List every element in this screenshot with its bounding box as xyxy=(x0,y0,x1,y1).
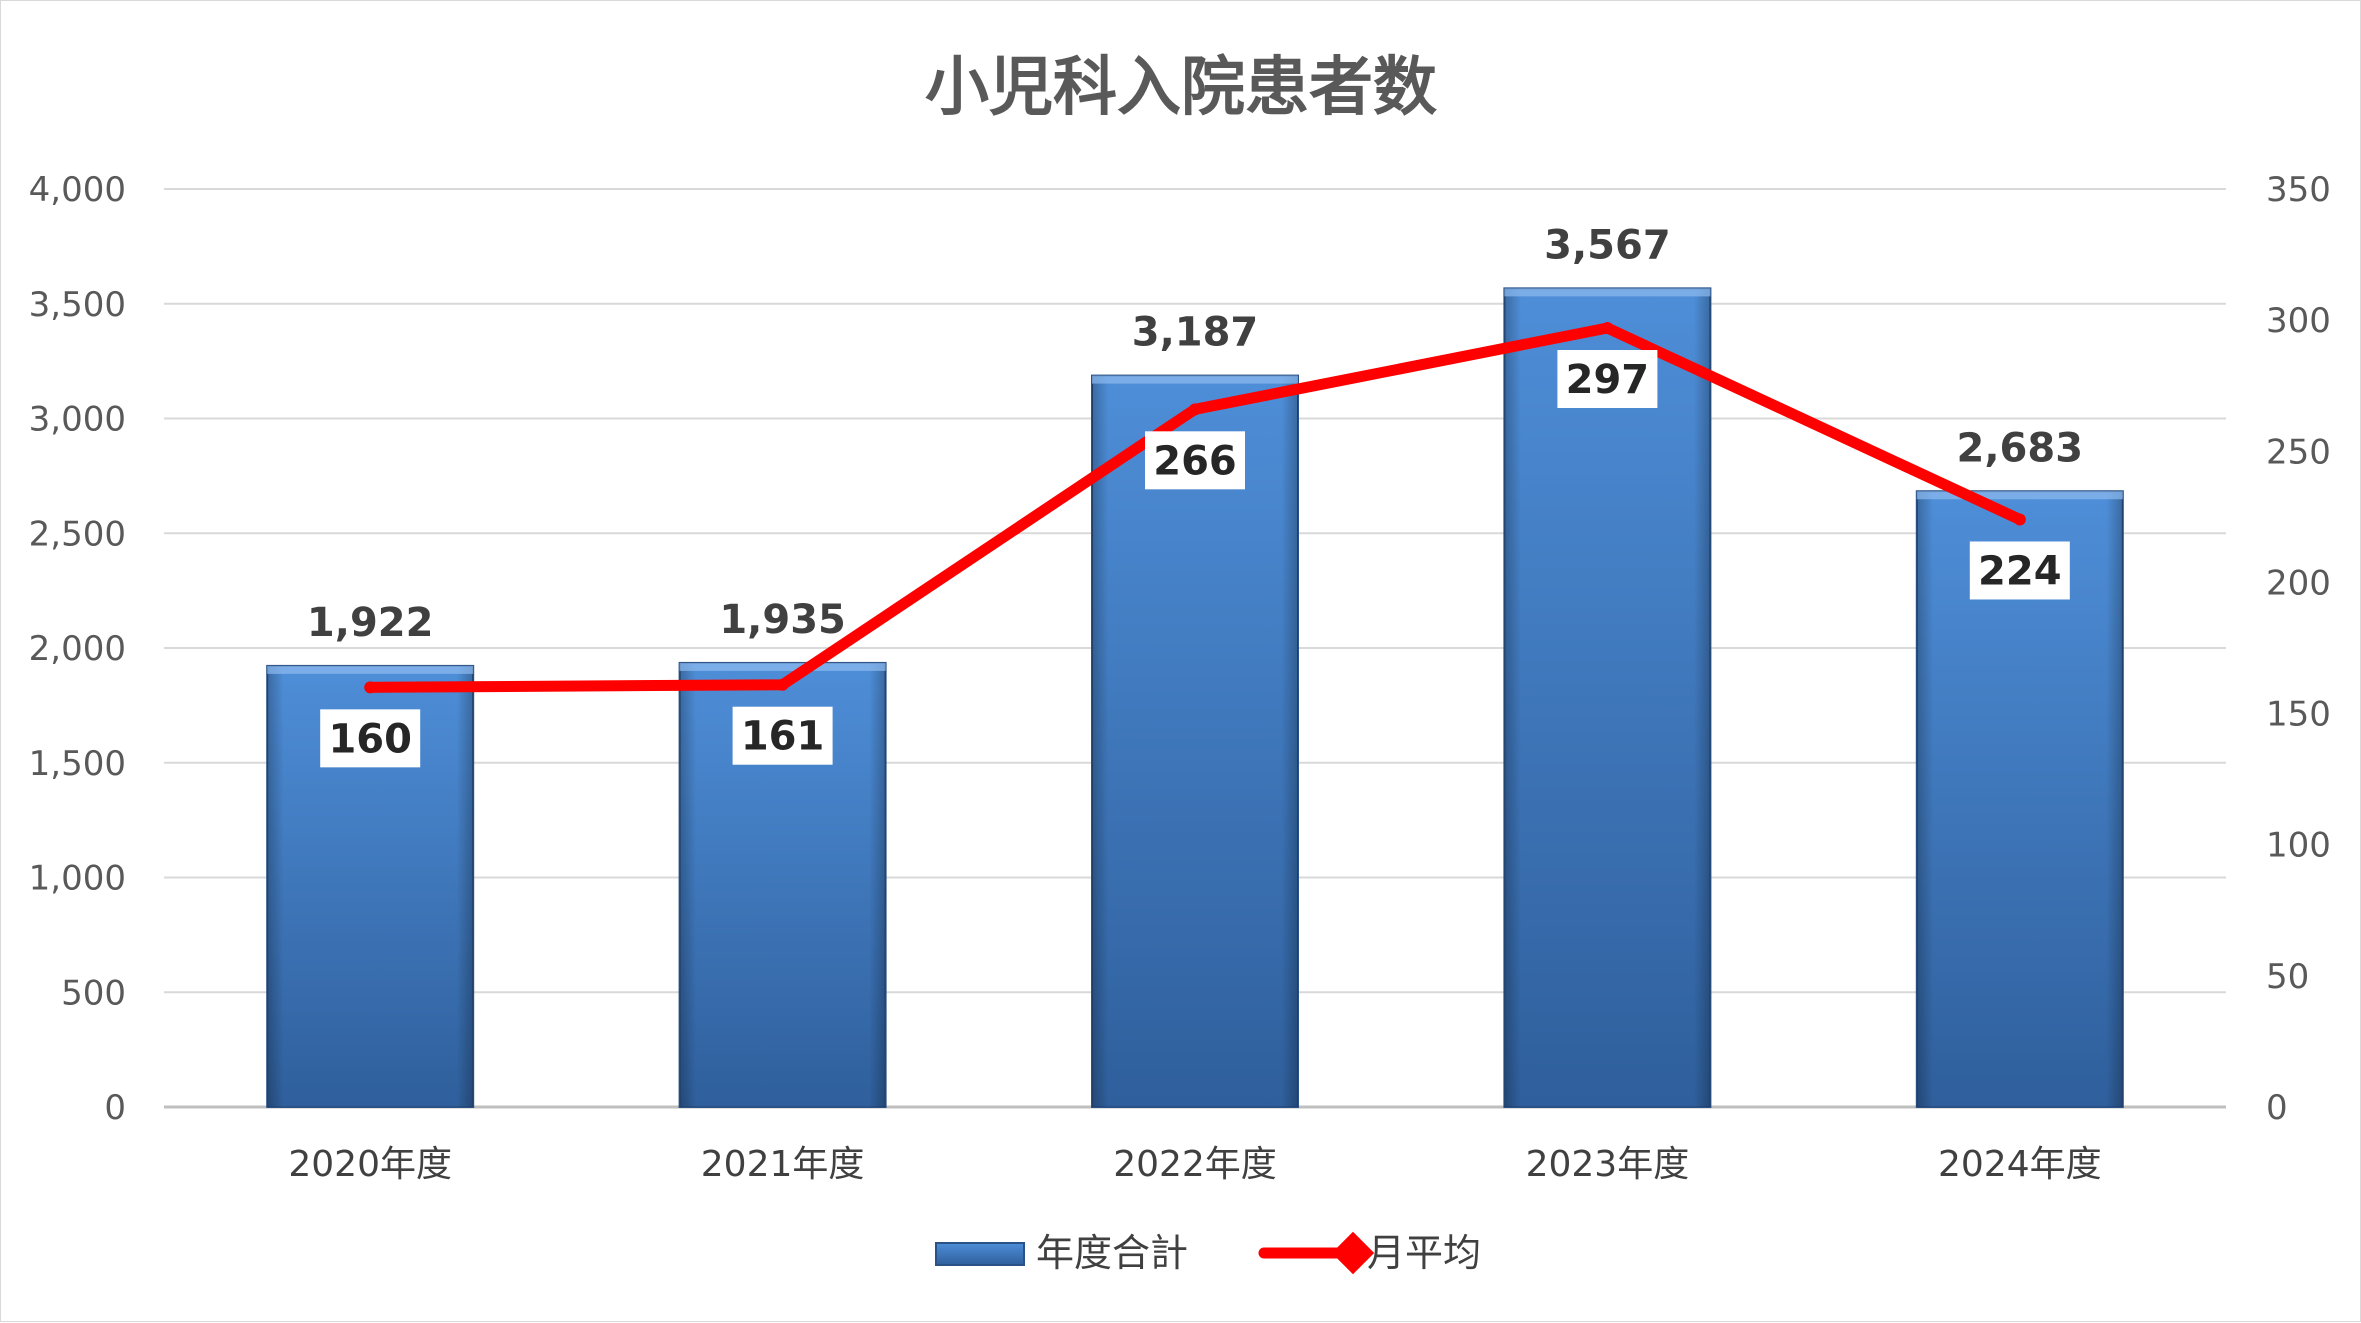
line-point xyxy=(364,681,377,694)
y2-tick-label: 0 xyxy=(2266,1088,2288,1128)
y-tick-label: 1,000 xyxy=(29,859,126,899)
line-label-box xyxy=(1969,541,2070,600)
line-value-label: 297 xyxy=(1566,357,1650,403)
bar-top-highlight xyxy=(1092,375,1298,384)
legend-label-line: 月平均 xyxy=(1367,1231,1481,1275)
y-tick-label: 2,000 xyxy=(29,629,126,669)
line-value-label: 224 xyxy=(1978,548,2062,594)
line-value-label: 266 xyxy=(1153,438,1237,484)
x-tick-label: 2024年度 xyxy=(1938,1144,2102,1185)
line-point xyxy=(2013,513,2026,526)
y2-tick-label: 200 xyxy=(2266,563,2331,603)
line-point xyxy=(1601,322,1614,335)
y2-tick-label: 350 xyxy=(2266,170,2331,210)
line-point xyxy=(1189,403,1201,416)
bar-shade xyxy=(1092,375,1298,1107)
bar-top-highlight xyxy=(267,665,474,674)
y-tick-label: 4,000 xyxy=(29,170,126,210)
bar-top-highlight xyxy=(679,662,886,671)
y-tick-label: 3,000 xyxy=(29,400,126,440)
y2-tick-label: 250 xyxy=(2266,432,2331,472)
y-tick-label: 1,500 xyxy=(29,744,126,784)
line-value-label: 161 xyxy=(741,714,825,760)
legend-label-bar: 年度合計 xyxy=(1036,1231,1188,1275)
bar-shade xyxy=(1504,288,1711,1107)
y2-tick-label: 50 xyxy=(2266,957,2309,997)
bar-top-highlight xyxy=(1504,288,1711,297)
line-label-box xyxy=(1145,431,1245,490)
y-tick-label: 0 xyxy=(104,1088,126,1128)
line-label-box xyxy=(732,706,833,765)
y-tick-label: 2,500 xyxy=(29,514,126,554)
y2-tick-label: 300 xyxy=(2266,301,2331,341)
y2-tick-label: 150 xyxy=(2266,695,2331,735)
x-tick-label: 2023年度 xyxy=(1526,1144,1690,1185)
bar-value-label: 2,683 xyxy=(1957,425,2084,471)
x-tick-label: 2020年度 xyxy=(288,1144,452,1185)
line-value-label: 160 xyxy=(328,716,412,762)
legend-diamond-marker xyxy=(1331,1231,1375,1275)
x-tick-label: 2021年度 xyxy=(701,1144,865,1185)
y-tick-label: 500 xyxy=(61,973,126,1013)
y2-tick-label: 100 xyxy=(2266,826,2331,866)
bar-value-label: 3,187 xyxy=(1132,310,1259,356)
bar-value-label: 3,567 xyxy=(1544,222,1671,268)
bar-top-highlight xyxy=(1916,491,2123,500)
x-tick-label: 2022年度 xyxy=(1113,1144,1277,1185)
chart-title: 小児科入院患者数 xyxy=(925,51,1437,125)
bar-value-label: 1,922 xyxy=(307,600,434,646)
y-tick-label: 3,500 xyxy=(29,285,126,325)
bar-value-label: 1,935 xyxy=(719,597,846,643)
line-point xyxy=(776,678,789,691)
legend-bar-swatch xyxy=(935,1242,1025,1266)
legend: 年度合計 月平均 xyxy=(935,1231,1481,1275)
line-label-box xyxy=(320,709,421,768)
line-label-box xyxy=(1557,350,1658,409)
